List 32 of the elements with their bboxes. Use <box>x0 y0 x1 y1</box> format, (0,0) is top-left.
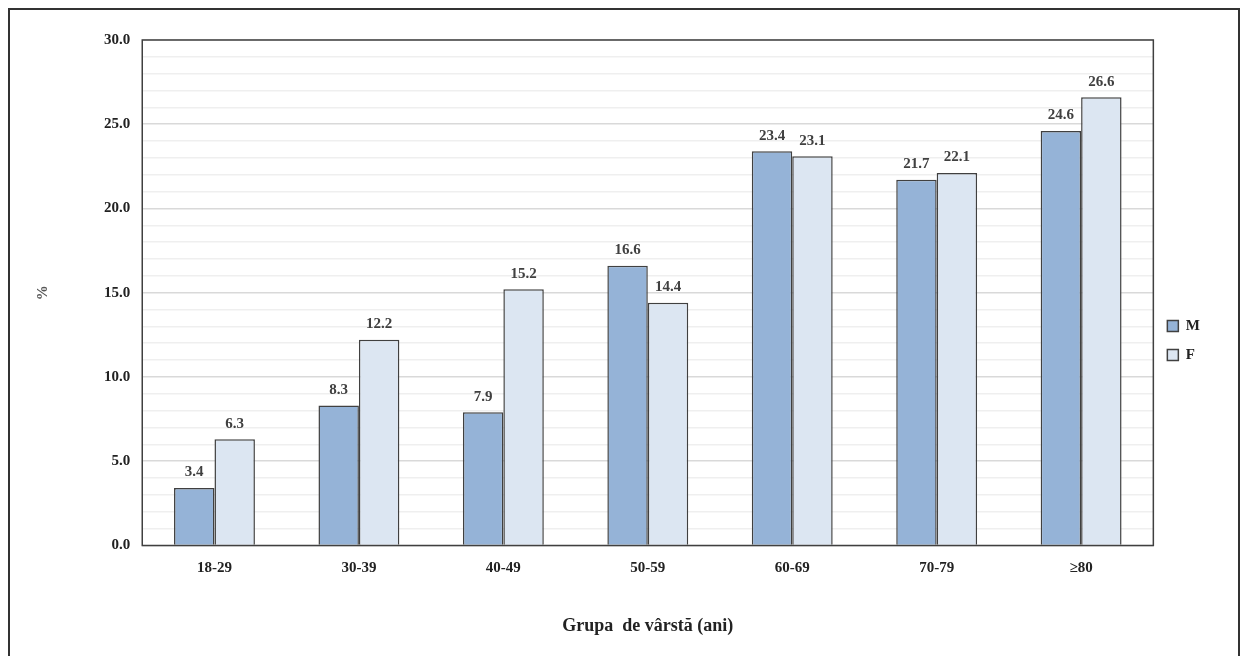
y-tick-label: 25.0 <box>104 115 131 132</box>
data-label: 7.9 <box>473 387 493 404</box>
data-label: 15.2 <box>510 264 537 281</box>
data-label: 3.4 <box>184 463 205 480</box>
data-label: 23.4 <box>758 126 786 143</box>
legend-label: F <box>1185 345 1196 362</box>
x-tick-label: 30-39 <box>341 559 377 576</box>
y-tick-label: 15.0 <box>104 283 131 300</box>
legend-label: M <box>1185 316 1201 333</box>
x-tick-label: ≥80 <box>1069 559 1093 576</box>
x-tick-label: 40-49 <box>485 559 521 576</box>
data-label: 22.1 <box>943 148 971 165</box>
data-label: 23.1 <box>799 131 826 148</box>
data-label: 24.6 <box>1047 106 1075 123</box>
x-tick-label: 60-69 <box>774 559 810 576</box>
data-label: 8.3 <box>329 380 349 397</box>
data-label: 26.6 <box>1088 72 1115 89</box>
y-tick-label: 0.0 <box>111 536 131 553</box>
y-tick-label: 30.0 <box>104 30 131 47</box>
x-axis-title: Grupa de vârstă (ani) <box>562 614 734 636</box>
data-label: 12.2 <box>366 315 393 332</box>
x-tick-label: 70-79 <box>919 559 955 576</box>
data-label: 14.4 <box>654 278 682 295</box>
y-axis-title: % <box>33 285 50 301</box>
x-tick-label: 50-59 <box>630 559 666 576</box>
y-tick-label: 10.0 <box>104 367 131 384</box>
y-tick-label: 20.0 <box>104 199 131 216</box>
x-tick-label: 18-29 <box>196 559 232 576</box>
data-label: 6.3 <box>225 414 245 431</box>
y-tick-label: 5.0 <box>111 452 131 469</box>
data-label: 16.6 <box>614 241 642 258</box>
data-label: 21.7 <box>903 155 931 172</box>
